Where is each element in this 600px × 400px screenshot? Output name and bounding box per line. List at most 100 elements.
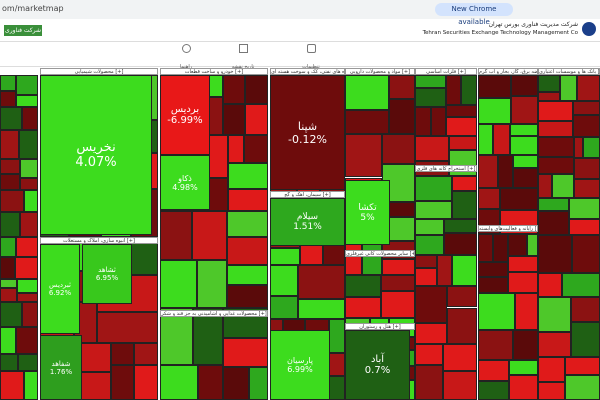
stock-tile[interactable] (507, 233, 528, 256)
stock-tile[interactable] (511, 75, 538, 97)
stock-tile[interactable] (97, 311, 158, 343)
stock-tile[interactable] (570, 322, 600, 357)
stock-tile[interactable] (538, 157, 574, 174)
stock-tile[interactable] (538, 91, 560, 102)
stock-tile[interactable] (0, 326, 16, 355)
stock-tile[interactable]: شپنا -0.12% (270, 75, 345, 190)
stock-tile[interactable] (570, 297, 600, 323)
stock-tile[interactable] (22, 107, 38, 130)
stock-tile[interactable] (415, 254, 437, 268)
stock-tile[interactable] (415, 106, 431, 136)
stock-tile[interactable] (227, 188, 268, 212)
sector-header[interactable]: خودرو و ساخت قطعات [+] (160, 68, 268, 75)
stock-tile[interactable] (415, 200, 453, 219)
stock-tile[interactable] (244, 134, 268, 164)
stock-tile[interactable] (17, 354, 38, 371)
stock-tile[interactable] (576, 75, 600, 102)
stock-tile[interactable] (0, 158, 20, 175)
stock-tile[interactable] (270, 248, 300, 265)
stock-tile[interactable] (538, 273, 563, 298)
stock-tile[interactable] (19, 212, 38, 237)
stock-tile[interactable] (573, 101, 600, 115)
stock-tile[interactable] (452, 191, 477, 219)
stock-tile[interactable] (562, 273, 600, 298)
stock-tile[interactable] (249, 366, 268, 400)
url[interactable]: om/marketmap (2, 4, 64, 13)
stock-tile[interactable] (442, 370, 477, 400)
stock-tile[interactable] (345, 275, 381, 297)
stock-tile[interactable] (443, 218, 477, 234)
stock-tile[interactable]: شفاهد 1.76% (40, 335, 82, 400)
stock-tile[interactable] (478, 124, 494, 156)
stock-tile[interactable] (478, 233, 494, 263)
stock-tile[interactable] (493, 124, 511, 156)
stock-tile[interactable] (565, 375, 600, 400)
stock-tile[interactable] (415, 267, 437, 286)
stock-tile[interactable]: ذکاو 4.98% (160, 155, 210, 210)
stock-tile[interactable] (0, 354, 18, 371)
stock-tile[interactable]: ثبردیس 6.92% (40, 244, 80, 334)
stock-tile[interactable] (0, 75, 17, 91)
stock-tile[interactable]: بردیس -6.99% (160, 75, 210, 155)
stock-tile[interactable] (345, 75, 390, 110)
tool[interactable]: تنظیمات (296, 44, 326, 72)
stock-tile[interactable] (415, 285, 447, 323)
stock-tile[interactable] (389, 99, 415, 134)
stock-tile[interactable] (538, 235, 573, 274)
stock-tile[interactable] (0, 212, 20, 237)
stock-tile[interactable] (449, 135, 477, 150)
stock-tile[interactable] (386, 217, 415, 242)
stock-tile[interactable] (345, 134, 382, 178)
stock-tile[interactable] (15, 257, 38, 279)
stock-tile[interactable] (538, 197, 569, 212)
stock-tile[interactable] (227, 285, 268, 308)
stock-tile[interactable] (451, 254, 477, 286)
stock-tile[interactable] (527, 233, 538, 256)
stock-tile[interactable] (134, 342, 158, 366)
stock-tile[interactable] (478, 380, 510, 400)
stock-tile[interactable] (573, 137, 583, 159)
stock-tile[interactable] (415, 322, 447, 344)
stock-tile[interactable] (197, 365, 224, 400)
stock-tile[interactable] (572, 235, 600, 274)
stock-tile[interactable] (478, 97, 512, 125)
stock-tile[interactable] (452, 175, 477, 192)
stock-tile[interactable] (223, 75, 245, 105)
stock-tile[interactable] (538, 120, 574, 137)
stock-tile[interactable] (538, 331, 571, 357)
sector-header[interactable]: فلزات اساسی [+] (415, 68, 477, 75)
stock-tile[interactable]: سیلام 1.51% (270, 198, 345, 246)
stock-tile[interactable] (0, 174, 20, 190)
stock-tile[interactable] (134, 365, 158, 400)
stock-tile[interactable] (513, 330, 538, 360)
stock-tile[interactable] (415, 75, 447, 89)
sector-header[interactable]: عرضه برق، گاز، بخار و آب گرم [+] (478, 68, 538, 75)
stock-tile[interactable] (17, 278, 38, 294)
stock-tile[interactable] (386, 202, 415, 218)
stock-tile[interactable] (442, 343, 477, 371)
stock-tile[interactable] (15, 326, 38, 355)
stock-tile[interactable] (415, 365, 443, 400)
stock-tile[interactable] (16, 94, 38, 108)
stock-tile[interactable] (227, 237, 268, 265)
stock-tile[interactable] (493, 233, 508, 263)
stock-tile[interactable] (538, 101, 574, 121)
stock-tile[interactable] (227, 211, 268, 238)
stock-tile[interactable] (223, 338, 268, 367)
tool[interactable]: راهنما (176, 44, 196, 72)
stock-tile[interactable] (478, 155, 498, 188)
stock-tile[interactable] (227, 163, 268, 189)
stock-tile[interactable] (513, 167, 538, 188)
stock-tile[interactable] (415, 88, 447, 107)
stock-tile[interactable] (478, 277, 508, 294)
stock-tile[interactable] (24, 370, 38, 400)
stock-tile[interactable] (415, 218, 444, 235)
stock-tile[interactable] (160, 211, 192, 261)
stock-tile[interactable] (24, 189, 38, 213)
stock-tile[interactable] (538, 382, 566, 400)
stock-tile[interactable]: آباد 0.7% (345, 330, 410, 400)
stock-tile[interactable] (446, 285, 477, 308)
sector-header[interactable]: مواد و محصولات دارویی [+] (345, 68, 415, 75)
stock-tile[interactable] (500, 187, 538, 211)
site-button[interactable]: شرکت فناوری (4, 25, 42, 36)
